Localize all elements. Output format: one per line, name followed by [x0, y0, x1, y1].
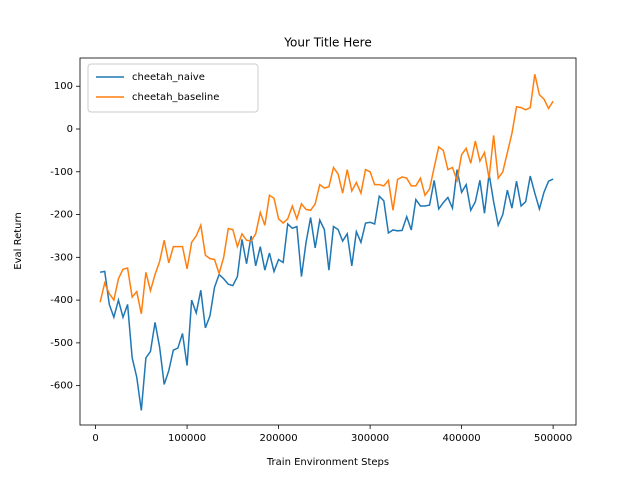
x-tick-label: 300000	[351, 433, 389, 444]
legend-label: cheetah_baseline	[132, 92, 219, 103]
y-tick-label: -600	[50, 381, 73, 392]
chart-title: Your Title Here	[283, 36, 371, 50]
x-tick-label: 500000	[534, 433, 572, 444]
legend-label: cheetah_naive	[132, 72, 205, 83]
y-tick-label: -500	[50, 338, 73, 349]
x-tick-label: 100000	[168, 433, 206, 444]
x-tick-label: 0	[92, 433, 98, 444]
y-tick-label: -100	[50, 167, 73, 178]
x-tick-label: 400000	[443, 433, 481, 444]
x-axis-label: Train Environment Steps	[266, 457, 389, 468]
series-line	[99, 169, 554, 411]
y-tick-label: -200	[50, 210, 73, 221]
legend-box	[87, 63, 259, 113]
plot-frame	[79, 57, 577, 426]
x-tick-label: 200000	[259, 433, 297, 444]
y-tick-label: 0	[67, 124, 73, 135]
y-tick-label: -400	[50, 295, 73, 306]
series-line	[99, 74, 554, 314]
y-tick-label: -300	[50, 252, 73, 263]
y-axis-label: Eval Return	[13, 212, 24, 270]
y-tick-label: 100	[54, 81, 73, 92]
